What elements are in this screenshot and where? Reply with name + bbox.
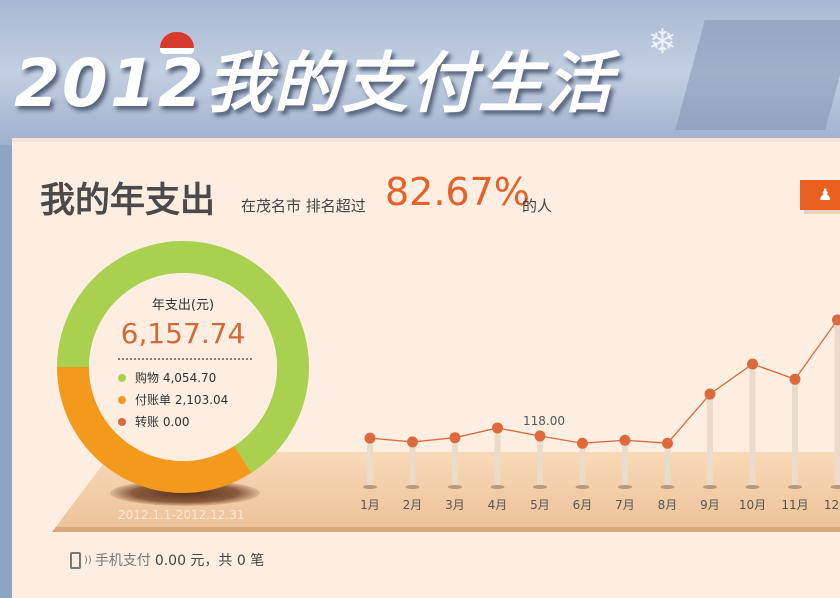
stem-base (363, 485, 377, 489)
data-point[interactable] (535, 431, 546, 442)
series-line (370, 320, 838, 443)
month-stem (495, 428, 501, 486)
month-stem (750, 364, 756, 486)
stem-base (406, 485, 420, 489)
data-point[interactable] (620, 435, 631, 446)
data-point[interactable] (705, 389, 716, 400)
stem-base (788, 485, 802, 489)
month-stem (835, 320, 840, 486)
data-label: 118.00 (523, 414, 565, 428)
data-point[interactable] (450, 432, 461, 443)
data-point[interactable] (365, 433, 376, 444)
data-point[interactable] (407, 436, 418, 447)
month-stem (792, 379, 798, 486)
stem-base (576, 485, 590, 489)
x-tick-label: 11月 (781, 498, 808, 512)
mobile-payment: )) 手机支付 0.00 元，共 0 笔 (70, 550, 264, 570)
x-tick-label: 4月 (488, 498, 508, 512)
stem-base (831, 485, 840, 489)
data-point[interactable] (790, 374, 801, 385)
mobile-label: 手机支付 (95, 550, 151, 570)
month-stem (537, 436, 543, 486)
x-tick-label: 5月 (530, 498, 550, 512)
data-point[interactable] (747, 358, 758, 369)
x-tick-label: 7月 (615, 498, 635, 512)
month-stem (410, 442, 416, 486)
x-tick-label: 1月 (360, 498, 380, 512)
month-stem (580, 443, 586, 486)
month-stem (452, 438, 458, 486)
month-stem (707, 394, 713, 486)
phone-icon (70, 552, 81, 569)
data-point[interactable] (662, 438, 673, 449)
stem-base (661, 485, 675, 489)
data-point[interactable] (492, 422, 503, 433)
data-point[interactable] (832, 314, 840, 325)
x-tick-label: 3月 (445, 498, 465, 512)
stem-base (618, 485, 632, 489)
data-point[interactable] (577, 438, 588, 449)
x-tick-label: 8月 (658, 498, 678, 512)
stem-base (448, 485, 462, 489)
month-stem (665, 443, 671, 486)
x-tick-label: 12月 (824, 498, 840, 512)
x-tick-label: 6月 (573, 498, 593, 512)
month-stem (367, 438, 373, 486)
x-tick-label: 10月 (739, 498, 766, 512)
stem-base (703, 485, 717, 489)
x-tick-label: 9月 (700, 498, 720, 512)
stem-base (533, 485, 547, 489)
stem-base (746, 485, 760, 489)
x-tick-label: 2月 (403, 498, 423, 512)
mobile-amount: 0.00 元，共 0 笔 (155, 550, 264, 570)
stem-base (491, 485, 505, 489)
month-stem (622, 440, 628, 486)
